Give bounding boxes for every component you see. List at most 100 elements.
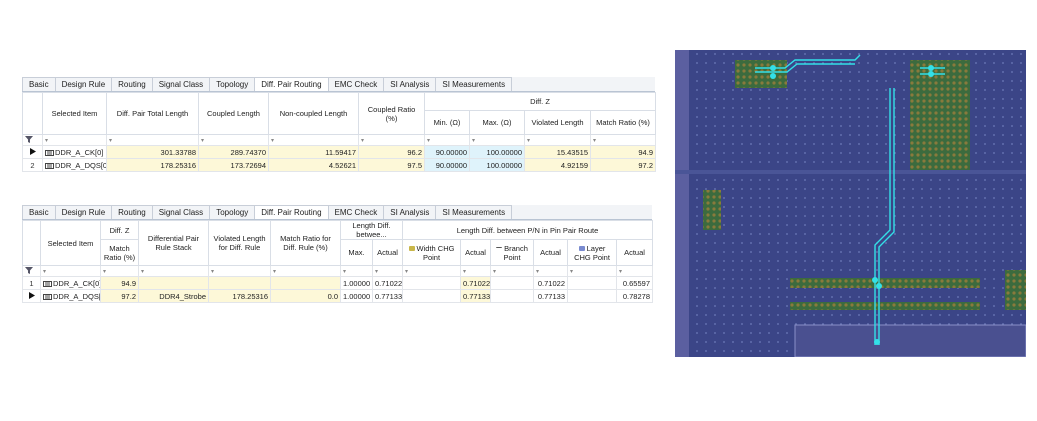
cell: 11.59417 xyxy=(268,145,359,159)
tab[interactable]: Topology xyxy=(209,205,256,219)
tab[interactable]: EMC Check xyxy=(327,77,385,91)
tab[interactable]: Signal Class xyxy=(151,77,211,91)
tab[interactable]: SI Analysis xyxy=(383,77,437,91)
tab[interactable]: SI Measurements xyxy=(435,205,513,219)
filter-cell[interactable]: ▾ xyxy=(208,265,271,277)
cell: 90.00000 xyxy=(424,158,470,172)
filter-cell[interactable]: ▾ xyxy=(469,134,525,146)
cell: 173.72694 xyxy=(198,158,269,172)
data-row[interactable]: DDR_A_DQS[0]97.2DDR4_Strobe178.253160.01… xyxy=(22,289,653,303)
filter-cell[interactable]: ▾ xyxy=(358,134,425,146)
pcb-view xyxy=(675,50,1026,357)
item-name: DDR_A_CK[0] xyxy=(55,147,104,157)
column-header: Min. (Ω) xyxy=(424,110,470,135)
pad-array xyxy=(735,60,787,88)
tab[interactable]: Diff. Pair Routing xyxy=(254,77,329,91)
header-row: Min. (Ω) Max. (Ω) Violated Length Match Rat… xyxy=(23,110,656,135)
tab[interactable]: Routing xyxy=(111,77,153,91)
header-row: Selected Item Diff. Pair Total Length Coup… xyxy=(22,92,656,135)
data-row[interactable]: DDR_A_CK[0] 301.33788 289.74370 11.59417 96.… xyxy=(22,145,656,159)
corner-cell xyxy=(22,92,43,135)
cell: 0.71022 xyxy=(372,276,403,290)
header-icon xyxy=(578,246,585,252)
table-panel: Basic Design Rule Routing Signal Class Topol… xyxy=(22,205,653,303)
item-name: DDR_A_CK[0] xyxy=(53,278,101,288)
row-header: 2 xyxy=(22,158,43,172)
plane-edge xyxy=(675,170,1026,174)
filter-cell[interactable] xyxy=(22,265,41,277)
filter-cell[interactable]: ▾ xyxy=(616,265,653,277)
cell: 0.0 xyxy=(270,289,341,303)
column-header: Diff. Z xyxy=(424,92,656,111)
header-row: Match Ratio (%) Max. Actual Width CHG Point… xyxy=(23,239,653,266)
tab[interactable]: Design Rule xyxy=(54,205,113,219)
cell: 1.00000 xyxy=(340,289,373,303)
filter-cell[interactable]: ▾ xyxy=(524,134,591,146)
corner-cell xyxy=(22,220,41,266)
row-header xyxy=(22,289,41,303)
tab[interactable]: SI Measurements xyxy=(435,77,513,91)
tab[interactable]: Signal Class xyxy=(151,205,211,219)
column-header: Coupled Length xyxy=(198,92,269,135)
tab[interactable]: Design Rule xyxy=(54,77,113,91)
tab[interactable]: Diff. Pair Routing xyxy=(254,205,329,219)
filter-cell[interactable]: ▾ xyxy=(270,265,341,277)
filter-cell[interactable]: ▾ xyxy=(590,134,656,146)
filter-cell[interactable]: ▾ xyxy=(424,134,470,146)
cell: 94.9 xyxy=(590,145,656,159)
cell: DDR_A_CK[0] xyxy=(40,276,101,290)
header-icon xyxy=(496,246,503,251)
cell: 0.77133 xyxy=(533,289,568,303)
tab-bar: Basic Design Rule Routing Signal Class Topol… xyxy=(22,77,655,92)
filter-cell[interactable]: ▾ xyxy=(198,134,269,146)
cell: 0.77133 xyxy=(372,289,403,303)
filter-cell[interactable]: ▾ xyxy=(268,134,359,146)
tab[interactable]: SI Analysis xyxy=(383,205,437,219)
diff-pair-icon xyxy=(45,162,54,169)
tab[interactable]: Basic xyxy=(22,77,56,91)
tab[interactable]: EMC Check xyxy=(327,205,385,219)
tab[interactable]: Topology xyxy=(209,77,256,91)
filter-cell[interactable]: ▾ xyxy=(402,265,461,277)
grid: Selected Item Diff. Z Differential Pair Ru… xyxy=(22,220,653,303)
cell: 100.00000 xyxy=(469,145,525,159)
filter-icon[interactable] xyxy=(25,266,33,274)
filter-cell[interactable]: ▾ xyxy=(460,265,491,277)
cell: 0.78278 xyxy=(616,289,653,303)
filter-cell[interactable]: ▾ xyxy=(340,265,373,277)
filter-cell[interactable]: ▾ xyxy=(106,134,199,146)
cell: 301.33788 xyxy=(106,145,199,159)
column-header: Match Ratio (%) xyxy=(100,239,139,266)
diff-pair-icon xyxy=(43,293,52,300)
filter-icon[interactable] xyxy=(25,135,33,143)
column-header: Actual xyxy=(533,239,568,266)
filter-cell[interactable]: ▾ xyxy=(372,265,403,277)
cell: DDR_A_CK[0] xyxy=(42,145,107,159)
row-header xyxy=(22,145,43,159)
grid: Selected Item Diff. Pair Total Length Coup… xyxy=(22,92,656,172)
cell: 0.71022 xyxy=(533,276,568,290)
filter-cell[interactable]: ▾ xyxy=(490,265,534,277)
column-header: Actual xyxy=(616,239,653,266)
tab[interactable]: Routing xyxy=(111,205,153,219)
row-header: 1 xyxy=(22,276,41,290)
data-row[interactable]: 2 DDR_A_DQS[0] 178.25316 173.72694 4.52621 97… xyxy=(22,158,656,172)
header-icon xyxy=(408,246,415,252)
filter-cell[interactable]: ▾ xyxy=(567,265,617,277)
column-header: Layer CHG Point xyxy=(567,239,617,266)
pad-array xyxy=(910,60,970,170)
filter-cell[interactable]: ▾ xyxy=(138,265,209,277)
table-panel: Basic Design Rule Routing Signal Class Topol… xyxy=(22,77,656,172)
filter-cell[interactable] xyxy=(22,134,43,146)
filter-cell[interactable]: ▾ xyxy=(40,265,101,277)
filter-cell[interactable]: ▾ xyxy=(100,265,139,277)
data-row[interactable]: 1 DDR_A_CK[0] 94.9 1.00000 0.71022 0.71022 0.7… xyxy=(22,276,653,290)
filter-cell[interactable]: ▾ xyxy=(42,134,107,146)
column-header: Diff. Z xyxy=(100,220,139,240)
cell: 96.2 xyxy=(358,145,425,159)
tab[interactable]: Basic xyxy=(22,205,56,219)
cell: DDR_A_DQS[0] xyxy=(42,158,107,172)
column-header: Max. (Ω) xyxy=(469,110,525,135)
filter-cell[interactable]: ▾ xyxy=(533,265,568,277)
